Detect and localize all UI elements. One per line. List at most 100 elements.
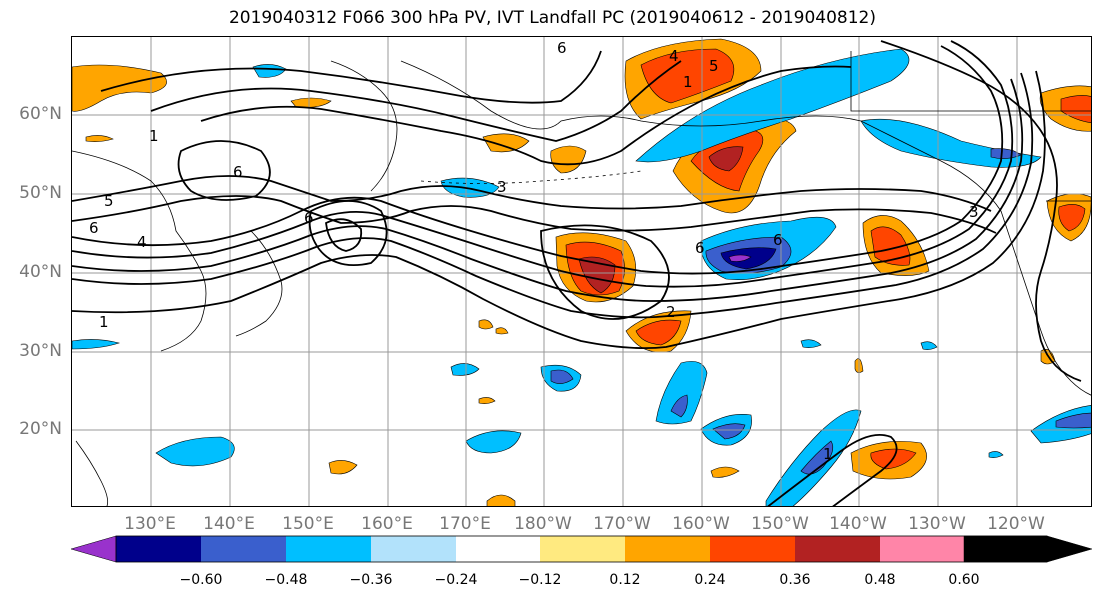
lon-label-170e: 170°E [439, 514, 491, 534]
colorbar-tick-1: −0.60 [179, 572, 223, 588]
colorbar-outline [115, 535, 1048, 563]
shade-medblue-hawaii [712, 423, 746, 440]
coast-kamchatka [330, 60, 398, 192]
contour-loop-japan [308, 200, 388, 267]
colorbar-seg-11 [963, 535, 1093, 563]
contour-2 [72, 40, 1014, 288]
coast-japan [235, 230, 283, 337]
contour-label-8: 1 [823, 445, 833, 463]
lon-label-140w: 140°W [829, 514, 887, 534]
shade-blue-172e [465, 430, 522, 454]
contour-north-3 [100, 50, 602, 104]
shade-medblue-se [1055, 412, 1091, 429]
contour-label-15: 6 [557, 39, 567, 57]
contour-mid-1 [72, 175, 992, 212]
pv-contours [72, 40, 1082, 506]
lon-label-170w: 170°W [593, 514, 651, 534]
colorbar [70, 535, 1093, 563]
colorbar-tick-9: 0.48 [864, 572, 896, 588]
coast-aleutians [420, 170, 642, 184]
lat-label-40n: 40°N [19, 262, 62, 282]
shade-medblue-25n [550, 369, 574, 384]
shade-orange-27n [478, 397, 496, 404]
lon-label-130w: 130°W [908, 514, 966, 534]
shade-blue-w30n [72, 339, 121, 350]
lat-label-30n: 30°N [19, 341, 62, 361]
contour-north-2 [150, 60, 682, 142]
contour-label-7: 1 [99, 313, 109, 331]
shade-blue-160w [655, 361, 708, 425]
shade-small-orange-1 [290, 97, 332, 108]
shade-red-140w [870, 226, 911, 266]
lon-label-140e: 140°E [203, 514, 255, 534]
colorbar-seg-1 [116, 536, 201, 562]
contour-label-6: 6 [304, 209, 314, 227]
colorbar-seg-8 [710, 536, 795, 562]
contour-label-5: 6 [233, 163, 243, 181]
lon-label-150w: 150°W [751, 514, 809, 534]
map-canvas: 1 5 6 4 6 6 1 1 6 6 4 5 3 3 6 2 1 [72, 37, 1091, 506]
lon-label-130e: 130°E [124, 514, 176, 534]
colorbar-tick-8: 0.36 [779, 572, 811, 588]
colorbar-seg-2 [201, 536, 286, 562]
colorbar-tick-5: −0.12 [518, 572, 562, 588]
shade-orange-33n-2 [495, 327, 509, 335]
contour-label-17: 1 [683, 73, 693, 91]
lon-label-160w: 160°W [672, 514, 730, 534]
border-canada [850, 51, 1091, 112]
shade-blue-small-32n [800, 339, 822, 348]
contour-label-11: 4 [669, 47, 679, 65]
contour-label-1: 1 [149, 127, 159, 145]
contour-label-9: 6 [695, 239, 705, 257]
lon-label-120w: 120°W [987, 514, 1045, 534]
lat-label-60n: 60°N [19, 104, 62, 124]
contour-north-ne [880, 40, 1082, 382]
colorbar-tick-10: 0.60 [948, 572, 980, 588]
contour-mid-2 [72, 195, 997, 234]
shade-orange-33n [478, 319, 494, 330]
shade-blue-30n-1 [450, 363, 480, 376]
coast-na-west [1000, 210, 1091, 396]
colorbar-tick-4: −0.24 [434, 572, 478, 588]
colorbar-seg-4 [371, 536, 456, 562]
map-title: 2019040312 F066 300 hPa PV, IVT Landfall… [228, 8, 876, 28]
map-panel: 1 5 6 4 6 6 1 1 6 6 4 5 3 3 6 2 1 [71, 36, 1092, 507]
shade-orange-145w [710, 466, 740, 478]
contour-label-12: 5 [709, 57, 719, 75]
colorbar-tick-7: 0.24 [694, 572, 726, 588]
contour-loop-asia [177, 140, 271, 201]
shade-nw-orange [72, 64, 167, 112]
contour-label-13: 3 [497, 178, 507, 196]
coast-asia [72, 150, 207, 352]
colorbar-seg-6 [540, 536, 625, 562]
contour-4 [72, 72, 1034, 319]
shade-blue-band [635, 48, 910, 163]
shade-small-orange-2 [85, 135, 114, 142]
contour-label-10: 6 [773, 231, 783, 249]
contour-loop-inner [325, 218, 363, 252]
contour-high-north [200, 65, 852, 166]
contour-label-16: 2 [666, 303, 676, 321]
shade-medblue-160w [670, 394, 688, 418]
coast-philippines [75, 440, 109, 506]
shade-blue-band-2 [860, 118, 1042, 168]
lon-label-160e: 160°E [361, 514, 413, 534]
shade-small-orange-3 [482, 133, 530, 153]
contour-label-4: 4 [137, 233, 147, 251]
lat-label-50n: 50°N [19, 183, 62, 203]
shade-purple-150w [728, 254, 752, 262]
shade-red-north [640, 48, 735, 104]
lon-label-180w: 180°W [514, 514, 572, 534]
shade-orange-175e [486, 494, 516, 506]
contour-loop-170w [540, 224, 670, 320]
colorbar-seg-10 [880, 536, 964, 562]
contour-1 [72, 45, 1004, 275]
contour-label-3: 6 [89, 219, 99, 237]
shade-blue-se-small [988, 451, 1004, 458]
coastlines [72, 51, 1091, 506]
shade-red-165w [635, 319, 682, 346]
shading-layer [72, 38, 1091, 506]
colorbar-tick-3: −0.36 [349, 572, 393, 588]
contour-3 [72, 78, 1024, 302]
shade-blue-20n-w [155, 436, 235, 467]
